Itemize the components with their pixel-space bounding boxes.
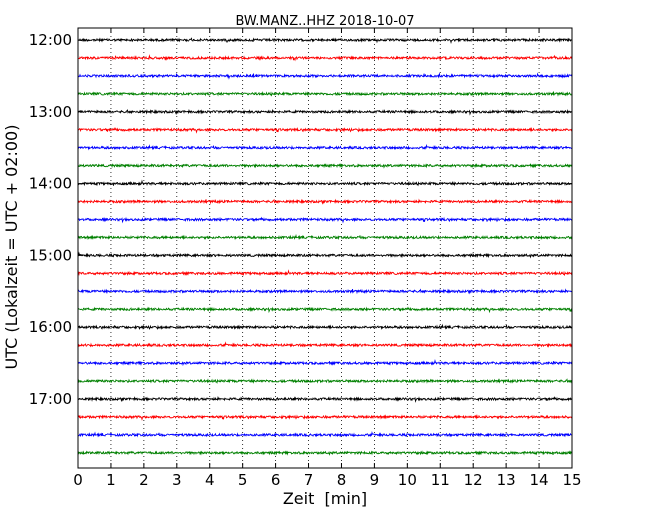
trace-1200 <box>77 37 573 44</box>
y-axis-label: UTC (Lokalzeit = UTC + 02:00) <box>2 125 21 370</box>
trace-1415 <box>77 198 573 205</box>
x-tick-label: 6 <box>271 471 281 489</box>
trace-1530 <box>77 288 573 295</box>
x-tick-label: 4 <box>205 471 215 489</box>
x-tick-label: 12 <box>464 471 483 489</box>
trace-1515 <box>77 269 573 277</box>
x-axis-ticks: 0 1 2 3 4 5 6 7 8 9 10 11 12 13 14 15 <box>73 28 582 489</box>
x-axis-label: Zeit [min] <box>283 489 367 508</box>
x-tick-label: 9 <box>370 471 380 489</box>
x-tick-label: 2 <box>139 471 149 489</box>
trace-1730 <box>77 431 573 438</box>
trace-1715 <box>77 414 573 421</box>
x-tick-label: 3 <box>172 471 182 489</box>
trace-1545 <box>77 306 573 314</box>
trace-1315 <box>77 126 573 134</box>
plot-frame <box>77 27 573 469</box>
x-tick-label: 7 <box>304 471 314 489</box>
x-tick-label: 0 <box>73 471 83 489</box>
x-tick-label: 8 <box>337 471 347 489</box>
trace-1700 <box>77 395 573 403</box>
x-tick-label: 14 <box>530 471 549 489</box>
chart-title: BW.MANZ..HHZ 2018-10-07 <box>235 14 414 29</box>
trace-1230 <box>77 72 573 80</box>
seismic-traces <box>77 37 573 456</box>
y-tick-label: 17:00 <box>29 390 72 408</box>
trace-1745 <box>77 450 573 456</box>
y-tick-label: 15:00 <box>29 246 72 264</box>
trace-1215 <box>77 54 573 62</box>
x-tick-label: 1 <box>106 471 116 489</box>
grid-lines <box>110 28 540 468</box>
x-tick-label: 13 <box>497 471 516 489</box>
trace-1430 <box>77 216 573 224</box>
y-tick-label: 16:00 <box>29 318 72 336</box>
trace-1600 <box>77 323 573 330</box>
trace-1330 <box>77 143 573 151</box>
x-tick-label: 5 <box>238 471 248 489</box>
trace-1345 <box>77 163 573 169</box>
x-tick-label: 11 <box>431 471 450 489</box>
x-tick-label: 15 <box>562 471 581 489</box>
trace-1445 <box>77 233 573 241</box>
trace-1500 <box>77 251 573 259</box>
y-tick-label: 12:00 <box>29 31 72 49</box>
y-axis-ticks: 12:00 13:00 14:00 15:00 16:00 17:00 <box>29 31 572 408</box>
trace-1300 <box>77 108 573 116</box>
trace-1400 <box>77 179 573 187</box>
trace-1245 <box>77 91 573 97</box>
y-tick-label: 14:00 <box>29 175 72 193</box>
y-tick-label: 13:00 <box>29 103 72 121</box>
trace-1630 <box>77 358 573 367</box>
trace-1645 <box>77 378 573 385</box>
x-tick-label: 10 <box>398 471 417 489</box>
trace-1615 <box>77 341 573 348</box>
